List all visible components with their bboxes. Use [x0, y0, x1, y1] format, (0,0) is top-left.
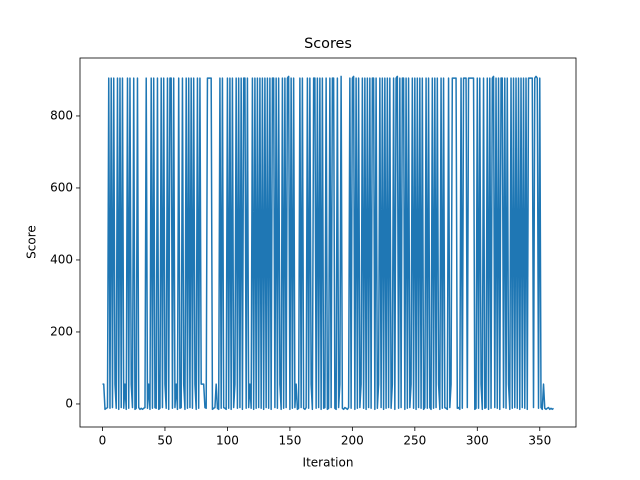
x-tick-label: 350	[528, 434, 551, 448]
x-tick-label: 250	[403, 434, 426, 448]
chart-title: Scores	[304, 36, 352, 52]
y-axis-label: Score	[25, 225, 39, 259]
x-axis-label: Iteration	[303, 456, 354, 470]
x-tick-label: 0	[99, 434, 107, 448]
x-tick-label: 300	[466, 434, 489, 448]
y-tick-label: 600	[50, 180, 73, 194]
line-series	[102, 75, 555, 411]
x-tick-label: 150	[278, 434, 301, 448]
y-tick-label: 400	[50, 252, 73, 266]
x-tick-label: 200	[341, 434, 364, 448]
y-tick-label: 800	[50, 108, 73, 122]
y-tick-label: 200	[50, 324, 73, 338]
x-tick-label: 50	[157, 434, 172, 448]
x-tick-label: 100	[216, 434, 239, 448]
y-tick-label: 0	[65, 396, 73, 410]
plot-frame	[79, 57, 577, 428]
